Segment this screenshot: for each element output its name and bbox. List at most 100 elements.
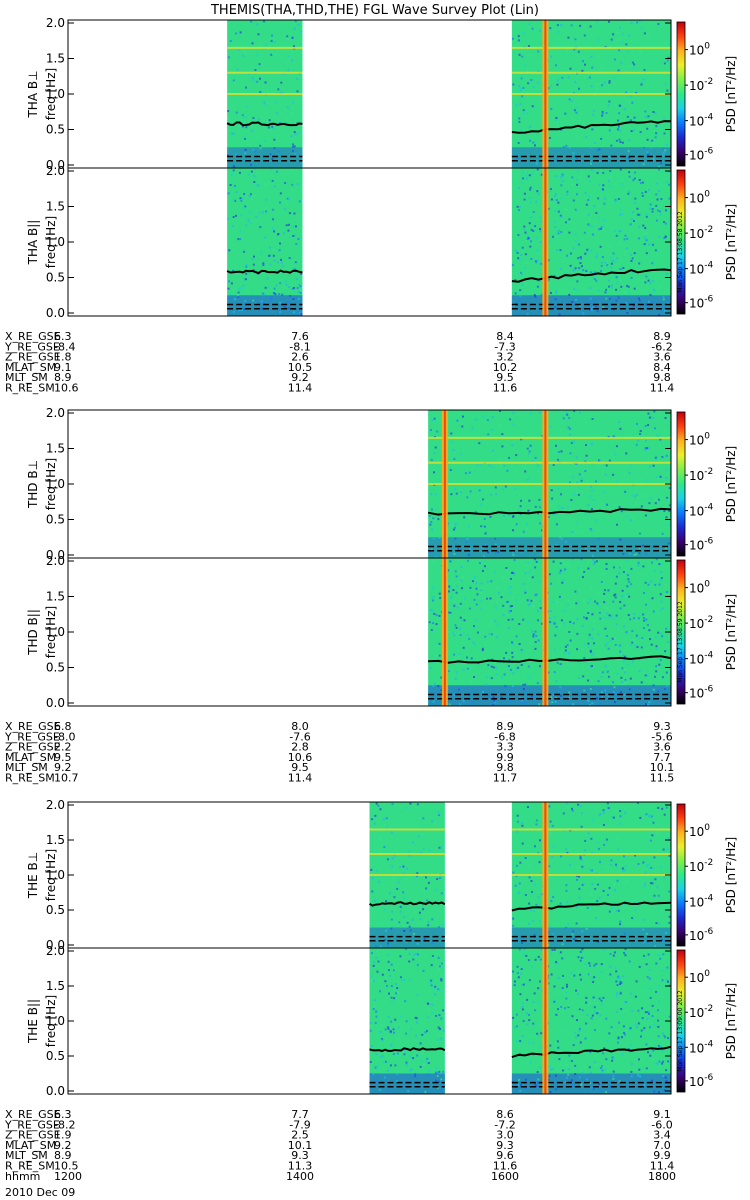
- noise-pixel: [623, 855, 625, 858]
- noise-pixel: [476, 464, 479, 467]
- noise-pixel: [588, 704, 591, 706]
- noise-pixel: [244, 300, 247, 303]
- noise-pixel: [532, 633, 535, 636]
- noise-pixel: [241, 114, 244, 117]
- noise-pixel: [494, 666, 497, 669]
- noise-pixel: [558, 1058, 561, 1061]
- ephemeris-value: 2.6: [291, 351, 309, 364]
- noise-pixel: [528, 222, 531, 225]
- noise-pixel: [495, 673, 498, 676]
- noise-pixel: [554, 195, 556, 197]
- noise-pixel: [566, 254, 569, 257]
- noise-pixel: [393, 1031, 395, 1034]
- noise-pixel: [535, 258, 537, 261]
- noise-pixel: [540, 504, 543, 507]
- noise-pixel: [299, 289, 302, 291]
- noise-pixel: [628, 175, 631, 178]
- noise-pixel: [454, 537, 457, 540]
- noise-pixel: [287, 55, 290, 58]
- noise-pixel: [295, 225, 297, 228]
- noise-pixel: [620, 676, 623, 679]
- noise-pixel: [668, 487, 671, 490]
- noise-pixel: [615, 479, 618, 482]
- noise-pixel: [554, 1041, 557, 1044]
- noise-pixel: [552, 621, 555, 623]
- noise-pixel: [573, 268, 576, 271]
- noise-pixel: [621, 917, 624, 920]
- ephemeris-value: 9.2: [54, 1139, 72, 1152]
- noise-pixel: [637, 1074, 640, 1077]
- noise-pixel: [611, 907, 614, 910]
- noise-pixel: [521, 55, 524, 58]
- noise-pixel: [242, 125, 244, 128]
- noise-pixel: [601, 1065, 604, 1068]
- noise-pixel: [622, 654, 624, 657]
- noise-pixel: [654, 878, 657, 881]
- noise-pixel: [484, 565, 486, 568]
- noise-pixel: [592, 109, 595, 112]
- noise-pixel: [624, 234, 627, 237]
- noise-pixel: [511, 423, 514, 426]
- noise-pixel: [668, 1015, 671, 1018]
- noise-pixel: [279, 201, 281, 204]
- noise-pixel: [637, 863, 640, 865]
- noise-pixel: [610, 144, 613, 147]
- noise-pixel: [618, 645, 621, 648]
- noise-pixel: [409, 1069, 412, 1072]
- noise-pixel: [522, 31, 525, 34]
- noise-pixel: [589, 25, 592, 28]
- noise-pixel: [589, 297, 592, 300]
- noise-pixel: [569, 434, 571, 436]
- noise-pixel: [457, 657, 460, 660]
- noise-pixel: [535, 237, 538, 240]
- noise-pixel: [658, 235, 661, 238]
- noise-pixel: [277, 88, 280, 91]
- noise-pixel: [569, 863, 571, 866]
- noise-pixel: [233, 199, 236, 202]
- noise-pixel: [229, 63, 231, 66]
- noise-pixel: [236, 49, 239, 52]
- noise-pixel: [512, 83, 515, 86]
- noise-pixel: [252, 117, 255, 119]
- noise-pixel: [372, 964, 375, 967]
- ephemeris-value: 8.4: [653, 361, 671, 374]
- ephemeris-value: 10.1: [650, 761, 675, 774]
- noise-pixel: [659, 562, 662, 565]
- noise-pixel: [581, 648, 584, 651]
- noise-pixel: [604, 605, 607, 608]
- noise-pixel: [430, 521, 433, 524]
- noise-pixel: [450, 441, 453, 444]
- noise-pixel: [638, 547, 641, 550]
- noise-pixel: [422, 970, 425, 972]
- noise-pixel: [535, 635, 538, 637]
- noise-pixel: [438, 592, 441, 595]
- noise-pixel: [518, 186, 521, 189]
- noise-pixel: [638, 532, 641, 535]
- noise-pixel: [415, 806, 418, 809]
- noise-pixel: [641, 544, 644, 547]
- noise-pixel: [616, 257, 619, 260]
- noise-pixel: [657, 894, 660, 897]
- noise-pixel: [529, 188, 532, 191]
- noise-pixel: [549, 621, 552, 624]
- y-tick-label: 0.0: [46, 696, 65, 710]
- noise-pixel: [572, 441, 575, 444]
- noise-pixel: [438, 1034, 441, 1037]
- noise-pixel: [375, 944, 378, 947]
- noise-pixel: [549, 820, 552, 823]
- noise-pixel: [589, 650, 592, 653]
- noise-pixel: [539, 228, 542, 231]
- noise-pixel: [515, 498, 518, 501]
- noise-pixel: [578, 1008, 581, 1011]
- noise-pixel: [431, 1011, 434, 1014]
- noise-pixel: [540, 173, 543, 176]
- ephemeris-value: 7.0: [653, 1139, 671, 1152]
- ephemeris-value: -6.2: [651, 340, 672, 353]
- noise-pixel: [662, 848, 665, 851]
- noise-pixel: [659, 213, 662, 216]
- noise-pixel: [512, 1016, 515, 1019]
- noise-pixel: [243, 193, 246, 195]
- noise-pixel: [580, 983, 583, 986]
- noise-pixel: [399, 1052, 402, 1055]
